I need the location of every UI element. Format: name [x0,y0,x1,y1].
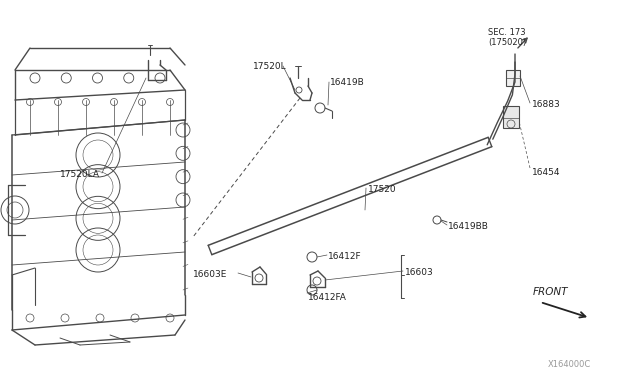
Text: 16603: 16603 [405,268,434,277]
Text: FRONT: FRONT [533,287,568,297]
Text: 17520LA: 17520LA [60,170,100,179]
Text: 16412FA: 16412FA [308,293,347,302]
Bar [506,70,520,86]
Text: 16454: 16454 [532,168,561,177]
Bar [503,106,519,128]
Text: 17520L: 17520L [253,62,287,71]
Text: 16419BB: 16419BB [448,222,489,231]
Text: 17520: 17520 [368,185,397,194]
Text: 16412F: 16412F [328,252,362,261]
Text: SEC. 173
(175020): SEC. 173 (175020) [488,28,526,47]
Text: 16419B: 16419B [330,78,365,87]
Text: 16603E: 16603E [193,270,227,279]
Text: X164000C: X164000C [548,360,591,369]
Text: 16883: 16883 [532,100,561,109]
